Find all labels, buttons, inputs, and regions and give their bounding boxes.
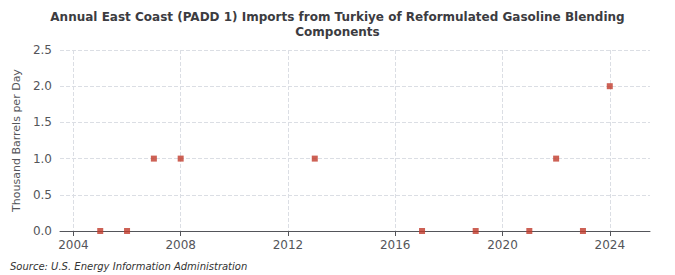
svg-text:2.0: 2.0 bbox=[33, 79, 52, 93]
svg-text:2008: 2008 bbox=[165, 238, 196, 252]
svg-text:2012: 2012 bbox=[273, 238, 304, 252]
svg-text:1.5: 1.5 bbox=[33, 115, 52, 129]
svg-text:0.5: 0.5 bbox=[33, 188, 52, 202]
svg-text:1.0: 1.0 bbox=[33, 152, 52, 166]
svg-text:Components: Components bbox=[295, 25, 380, 39]
svg-text:2.5: 2.5 bbox=[33, 43, 52, 57]
svg-text:2004: 2004 bbox=[58, 238, 89, 252]
svg-text:2016: 2016 bbox=[380, 238, 411, 252]
svg-text:Annual East Coast (PADD 1) Imp: Annual East Coast (PADD 1) Imports from … bbox=[50, 10, 624, 24]
svg-text:0.0: 0.0 bbox=[33, 224, 52, 238]
svg-text:2024: 2024 bbox=[594, 238, 625, 252]
svg-text:2020: 2020 bbox=[487, 238, 518, 252]
svg-text:Source: U.S. Energy Informatio: Source: U.S. Energy Information Administ… bbox=[10, 261, 247, 272]
svg-text:Thousand Barrels per Day: Thousand Barrels per Day bbox=[10, 69, 23, 213]
